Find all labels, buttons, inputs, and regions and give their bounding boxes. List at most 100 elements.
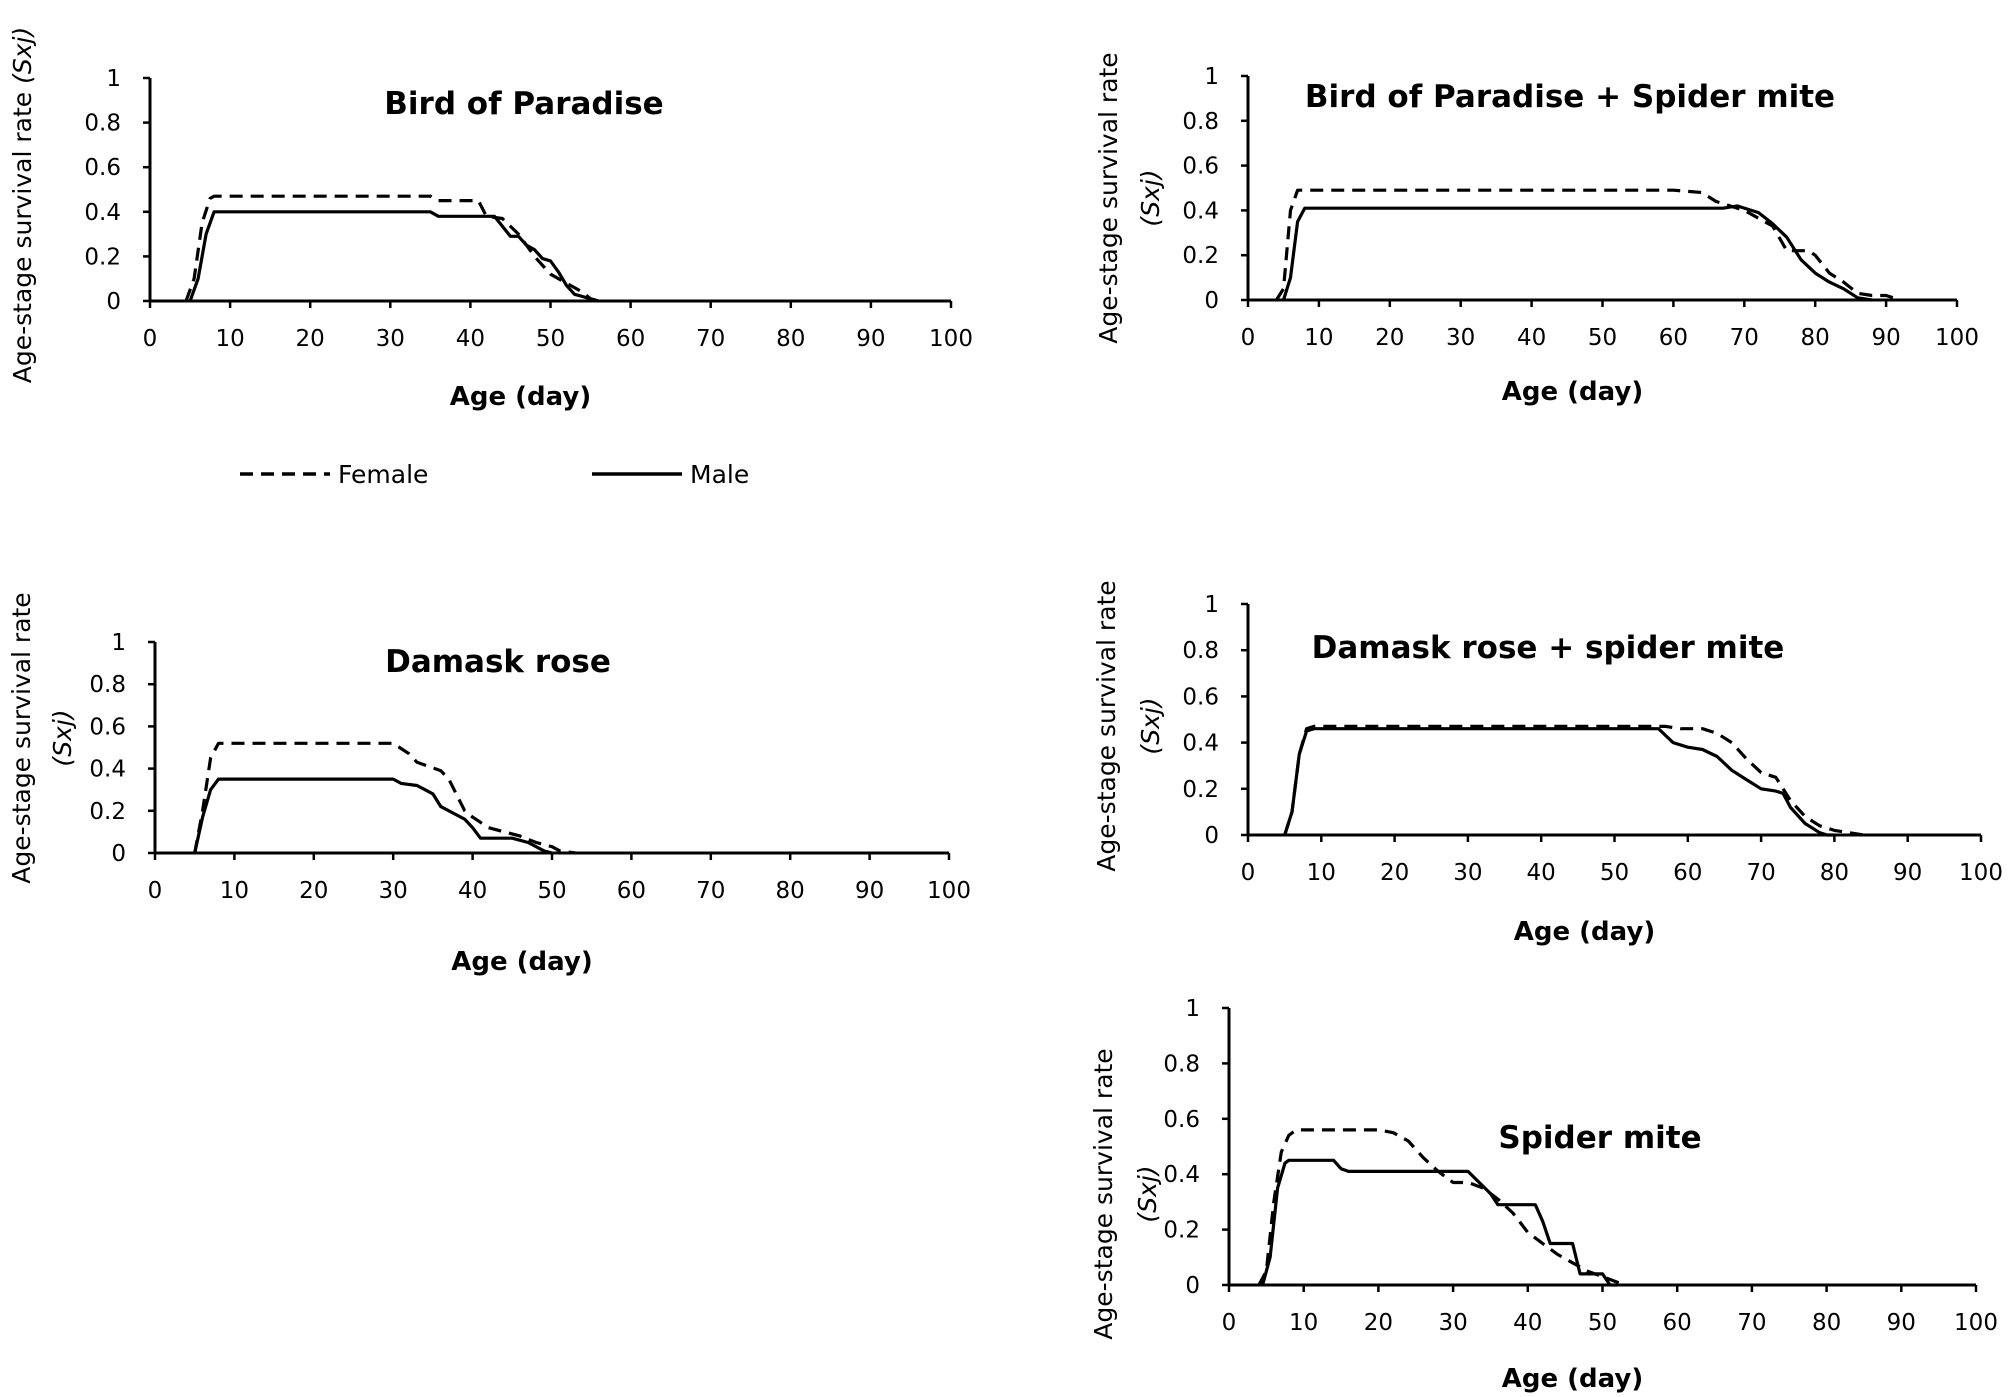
x-tick-label: 20 — [1364, 1310, 1393, 1336]
x-tick-label: 100 — [1954, 1310, 1998, 1336]
y-axis-label-symbol: (Sxj) — [1136, 697, 1165, 754]
y-tick-label: 0.4 — [89, 757, 126, 783]
chart-title: Bird of Paradise + Spider mite — [1305, 79, 1835, 115]
y-tick-label: 0.8 — [89, 672, 126, 698]
series-line-male — [1283, 727, 1835, 837]
x-tick-label: 50 — [536, 326, 565, 352]
y-tick-label: 0.4 — [1163, 1162, 1200, 1188]
x-tick-label: 40 — [1513, 1310, 1542, 1336]
x-tick-label: 70 — [1746, 860, 1775, 886]
y-tick-label: 0.8 — [84, 111, 121, 137]
x-tick-label: 30 — [1453, 860, 1482, 886]
y-axis-label-symbol: (Sxj) — [48, 709, 77, 766]
y-axis-label-symbol: (Sxj) — [1136, 169, 1165, 226]
y-tick-label: 0.2 — [89, 799, 126, 825]
chart-panel: 0 10 20 30 40 50 60 70 80 90 100 0 0.2 0.4 0.6 0.8 1 Bird… — [1094, 52, 1979, 407]
y-tick-label: 0.8 — [1163, 1051, 1200, 1077]
x-tick-label: 80 — [1812, 1310, 1841, 1336]
x-tick-label: 50 — [537, 878, 566, 904]
x-axis-label: Age (day) — [1502, 377, 1644, 407]
x-tick-label: 40 — [458, 878, 487, 904]
x-tick-label: 0 — [143, 326, 158, 352]
legend-female-label: Female — [338, 460, 428, 489]
x-tick-label: 50 — [1588, 1310, 1617, 1336]
y-tick-label: 1 — [1204, 592, 1219, 618]
legend-male-label: Male — [690, 460, 749, 489]
chart-title: Damask rose + spider mite — [1312, 630, 1785, 666]
x-tick-label: 90 — [1887, 1310, 1916, 1336]
y-axis-label: Age-stage survival rate — [7, 592, 36, 883]
x-tick-label: 90 — [1893, 860, 1922, 886]
x-tick-label: 0 — [148, 878, 163, 904]
y-tick-label: 0 — [1185, 1273, 1200, 1299]
y-axis-label-symbol: (Sxj) — [1133, 1165, 1162, 1222]
x-tick-label: 70 — [1737, 1310, 1766, 1336]
x-tick-label: 100 — [929, 326, 973, 352]
y-tick-label: 0.8 — [1182, 109, 1219, 135]
y-tick-label: 0.2 — [1163, 1218, 1200, 1244]
y-tick-label: 0.6 — [89, 714, 126, 740]
x-tick-label: 80 — [776, 878, 805, 904]
chart-panel: 0 10 20 30 40 50 60 70 80 90 100 0 0.2 0.4 0.6 0.8 1 Bird… — [8, 27, 973, 412]
series-line-female — [184, 194, 600, 303]
x-tick-label: 70 — [696, 878, 725, 904]
x-tick-label: 10 — [1307, 860, 1336, 886]
x-tick-label: 70 — [1730, 325, 1759, 351]
x-tick-label: 70 — [696, 326, 725, 352]
y-tick-label: 0.6 — [84, 155, 121, 181]
x-tick-label: 10 — [1304, 325, 1333, 351]
y-axis-label-text: Age-stage survival rate — [8, 84, 37, 383]
x-tick-label: 100 — [1935, 325, 1979, 351]
x-tick-label: 0 — [1241, 860, 1256, 886]
x-tick-label: 20 — [1375, 325, 1404, 351]
x-tick-label: 40 — [1527, 860, 1556, 886]
x-tick-label: 30 — [1438, 1310, 1467, 1336]
series-line-male — [188, 210, 600, 303]
y-tick-label: 0.2 — [1182, 243, 1219, 269]
series-line-male — [1261, 1158, 1618, 1287]
series-line-male — [193, 777, 553, 855]
y-tick-label: 0.2 — [84, 244, 121, 270]
series-line-male — [1281, 204, 1873, 302]
chart-panel: 0 10 20 30 40 50 60 70 80 90 100 0 0.2 0.4 0.6 0.8 1 Dama… — [7, 592, 971, 977]
y-tick-label: 0.8 — [1182, 638, 1219, 664]
chart-panel: 0 10 20 30 40 50 60 70 80 90 100 0 0.2 0.4 0.6 0.8 1 Spid… — [1089, 996, 1998, 1394]
x-tick-label: 30 — [1446, 325, 1475, 351]
x-tick-label: 40 — [456, 326, 485, 352]
chart-panel: 0 10 20 30 40 50 60 70 80 90 100 0 0.2 0.4 0.6 0.8 1 Dama… — [1092, 580, 2003, 947]
y-tick-label: 1 — [106, 66, 121, 92]
y-tick-label: 1 — [1204, 64, 1219, 90]
x-tick-label: 80 — [1801, 325, 1830, 351]
chart-title: Bird of Paradise — [384, 86, 663, 122]
y-axis-label: Age-stage survival rate (Sxj) — [8, 27, 37, 383]
x-tick-label: 80 — [1820, 860, 1849, 886]
y-tick-label: 1 — [111, 630, 126, 656]
series-line-female — [1257, 1128, 1626, 1287]
x-tick-label: 20 — [296, 326, 325, 352]
y-tick-label: 0 — [106, 289, 121, 315]
x-tick-label: 60 — [617, 878, 646, 904]
x-tick-label: 100 — [1959, 860, 2003, 886]
x-tick-label: 20 — [1380, 860, 1409, 886]
y-tick-label: 0.6 — [1182, 154, 1219, 180]
y-axis-label: Age-stage survival rate — [1089, 1048, 1118, 1339]
y-tick-label: 0.4 — [84, 200, 121, 226]
x-tick-label: 0 — [1222, 1310, 1237, 1336]
x-tick-label: 0 — [1241, 325, 1256, 351]
series-line-female — [1275, 188, 1901, 302]
x-tick-label: 90 — [1871, 325, 1900, 351]
x-tick-label: 90 — [856, 326, 885, 352]
x-axis-label: Age (day) — [450, 382, 592, 412]
x-tick-label: 50 — [1600, 860, 1629, 886]
x-tick-label: 80 — [776, 326, 805, 352]
x-tick-label: 60 — [616, 326, 645, 352]
x-tick-label: 100 — [927, 878, 971, 904]
legend: Female Male — [240, 460, 749, 489]
y-axis-label: Age-stage survival rate — [1094, 52, 1123, 343]
y-tick-label: 0 — [111, 841, 126, 867]
x-tick-label: 20 — [299, 878, 328, 904]
x-tick-label: 10 — [220, 878, 249, 904]
y-tick-label: 0.6 — [1163, 1107, 1200, 1133]
x-tick-label: 60 — [1663, 1310, 1692, 1336]
chart-title: Spider mite — [1498, 1120, 1701, 1156]
